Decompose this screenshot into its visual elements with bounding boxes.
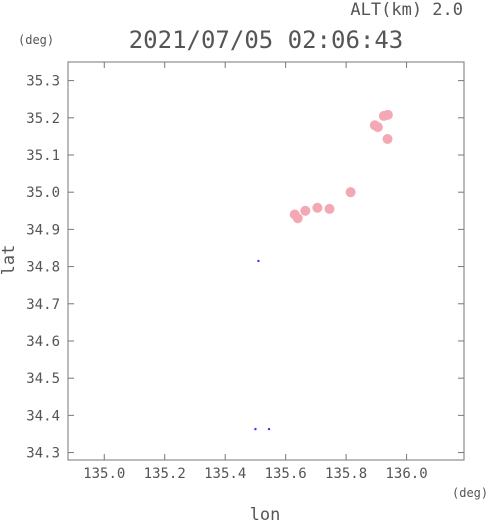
x-tick-label: 135.6 [265, 466, 307, 482]
y-tick-label: 34.8 [26, 260, 60, 276]
y-tick-label: 34.4 [26, 408, 60, 424]
data-point [292, 213, 303, 224]
x-tick-label: 135.4 [204, 466, 246, 482]
y-tick-label: 35.1 [26, 148, 60, 164]
y-tick-label: 34.7 [26, 297, 60, 313]
y-tick-label: 35.0 [26, 185, 60, 201]
y-tick-label: 34.9 [26, 222, 60, 238]
x-unit-label: (deg) [452, 486, 488, 500]
data-point [382, 109, 393, 120]
y-tick-label: 34.3 [26, 446, 60, 462]
x-tick-label: 136.0 [385, 466, 427, 482]
plot-frame [67, 61, 465, 461]
y-axis-label: lat [0, 245, 19, 276]
x-tick-label: 135.8 [325, 466, 367, 482]
data-point [324, 203, 335, 214]
data-point [254, 427, 257, 431]
y-unit-label: (deg) [18, 33, 54, 47]
x-tick-label: 135.2 [144, 466, 186, 482]
y-tick-label: 34.5 [26, 371, 60, 387]
axis-ticks: 135.0 135.2 135.4 135.6 135.8 136.0 34.3 34.4 34… [26, 62, 464, 482]
x-tick-label: 135.0 [83, 466, 125, 482]
chart-subtitle: ALT(km) 2.0 [350, 0, 463, 20]
data-point [312, 202, 323, 213]
x-axis-label: lon [250, 505, 281, 521]
data-point [372, 122, 383, 133]
data-point [300, 205, 311, 216]
data-point [267, 427, 271, 431]
y-tick-label: 35.3 [26, 74, 60, 90]
y-tick-label: 35.2 [26, 111, 60, 127]
chart-title: 2021/07/05 02:06:43 [129, 26, 404, 54]
data-point [345, 187, 356, 198]
data-point [257, 259, 260, 263]
data-points [254, 109, 393, 431]
y-tick-label: 34.6 [26, 334, 60, 350]
data-point [382, 133, 393, 144]
